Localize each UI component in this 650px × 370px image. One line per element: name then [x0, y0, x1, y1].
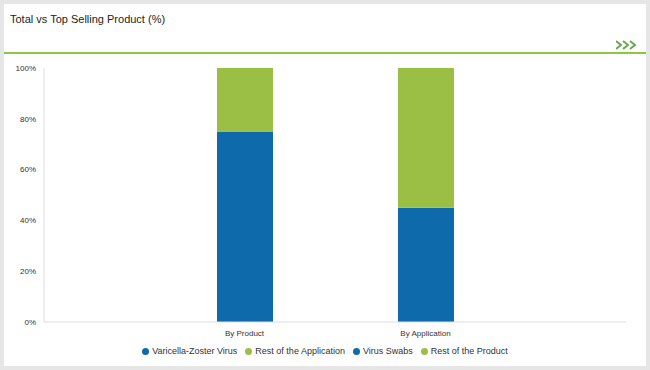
svg-text:100%: 100%	[16, 64, 36, 73]
svg-text:60%: 60%	[20, 165, 36, 174]
svg-text:0%: 0%	[24, 318, 36, 327]
svg-text:40%: 40%	[20, 216, 36, 225]
html-text:Rest of the Product: Rest of the Product	[430, 346, 508, 356]
html-text:Virus Swabs: Virus Swabs	[362, 346, 413, 356]
svg-text:80%: 80%	[20, 115, 36, 124]
html-text:Varicella-Zoster Virus: Varicella-Zoster Virus	[152, 346, 238, 356]
svg-text:By Application: By Application	[400, 329, 450, 338]
svg-text:By Product: By Product	[225, 329, 265, 338]
html-text:Rest of the Application: Rest of the Application	[255, 346, 345, 356]
svg-text:20%: 20%	[20, 267, 36, 276]
html-text:Total vs Top Selling Product (: Total vs Top Selling Product (%)	[10, 13, 166, 25]
